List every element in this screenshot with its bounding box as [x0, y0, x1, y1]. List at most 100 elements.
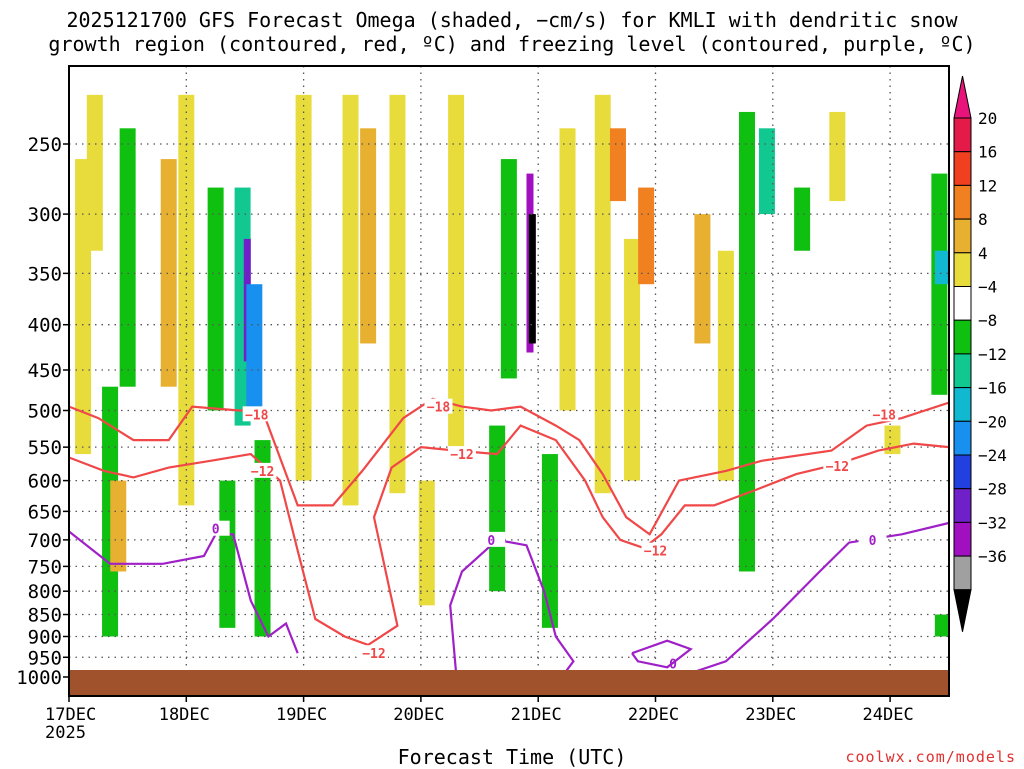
colorbar-bottom-arrow — [953, 589, 972, 632]
colorbar-swatch — [953, 319, 972, 355]
colorbar-label: 12 — [978, 176, 997, 195]
y-tick-label: 950 — [28, 647, 62, 669]
omega-cell — [934, 250, 949, 285]
omega-cell — [389, 94, 406, 494]
colorbar-label: −28 — [978, 480, 1007, 499]
contour-label: −12 — [450, 448, 473, 463]
contour-label-bg — [870, 406, 899, 422]
x-tick-label: 20DEC — [393, 705, 444, 725]
y-tick-label: 550 — [28, 437, 62, 459]
x-year-label: 2025 — [45, 723, 86, 743]
colorbar-swatch — [953, 117, 972, 153]
colorbar-swatch — [953, 387, 972, 422]
credit-link[interactable]: coolwx.com/models — [845, 748, 1016, 766]
colorbar-swatch — [953, 286, 972, 321]
contour-label-bg — [424, 398, 453, 414]
omega-cell — [219, 480, 236, 628]
colorbar-swatch — [953, 555, 972, 591]
omega-cell — [694, 214, 711, 344]
omega-cell — [246, 284, 263, 411]
contour-label-bg — [242, 406, 271, 422]
contour-label: 0 — [487, 534, 495, 549]
omega-cell — [489, 425, 506, 592]
x-tick-label: 17DEC — [45, 705, 96, 725]
contour-label: 0 — [212, 523, 220, 538]
chart-title-line2: growth region (contoured, red, ºC) and f… — [48, 32, 976, 56]
contour-label: −12 — [362, 647, 385, 662]
colorbar-swatch — [953, 184, 972, 220]
omega-cell — [500, 159, 517, 379]
colorbar-label: −16 — [978, 379, 1007, 398]
y-tick-label: 600 — [28, 471, 62, 493]
colorbar-label: 4 — [978, 244, 988, 263]
colorbar-swatch — [953, 454, 972, 490]
x-axis-label: Forecast Time (UTC) — [397, 745, 627, 769]
contour-label-bg — [248, 462, 277, 478]
y-tick-label: 250 — [28, 134, 62, 156]
omega-cell — [110, 480, 127, 572]
contour-label-bg — [359, 645, 388, 661]
contour-label: 0 — [669, 657, 677, 672]
omega-cell — [638, 187, 655, 285]
x-tick-label: 24DEC — [863, 705, 914, 725]
y-tick-label: 300 — [28, 204, 62, 226]
colorbar-swatch — [953, 151, 972, 186]
y-tick-label: 850 — [28, 605, 62, 627]
omega-cell — [594, 94, 611, 494]
colorbar-label: −12 — [978, 345, 1007, 364]
omega-cell — [934, 614, 949, 637]
y-tick-label: 700 — [28, 530, 62, 552]
y-tick-label: 750 — [28, 556, 62, 578]
omega-cell — [717, 250, 734, 481]
chart-title-line1: 2025121700 GFS Forecast Omega (shaded, −… — [66, 8, 958, 32]
contour-line — [678, 521, 949, 679]
omega-cell — [559, 128, 576, 411]
contour-label-bg — [823, 458, 852, 474]
contour-label: −18 — [245, 408, 269, 423]
colorbar-label: −32 — [978, 513, 1007, 532]
omega-cell — [794, 187, 811, 251]
contour-line — [69, 397, 949, 536]
colorbar-swatch — [953, 488, 972, 523]
contour-label-bg — [858, 531, 887, 547]
colorbar-label: 16 — [978, 143, 997, 162]
contour-label-bg — [641, 542, 670, 558]
colorbar-swatch — [953, 252, 972, 288]
omega-cell — [342, 94, 359, 506]
omega-cell — [609, 128, 626, 202]
y-tick-label: 650 — [28, 501, 62, 523]
colorbar-swatch — [953, 420, 972, 456]
y-tick-label: 900 — [28, 626, 62, 648]
omega-cell — [738, 111, 755, 572]
omega-cell — [448, 94, 465, 455]
plot-frame — [68, 65, 950, 697]
y-tick-label: 1000 — [16, 667, 62, 689]
omega-cell — [360, 128, 377, 344]
colorbar-label: 8 — [978, 210, 988, 229]
contour-label: −18 — [872, 408, 896, 423]
colorbar-label: 20 — [978, 109, 997, 128]
colorbar-label: −4 — [978, 278, 997, 297]
omega-cell — [86, 94, 103, 251]
contour-line — [69, 424, 949, 647]
x-tick-label: 23DEC — [745, 705, 796, 725]
omega-cell — [254, 440, 271, 637]
omega-cell — [207, 187, 224, 411]
omega-cell — [541, 454, 558, 628]
x-tick-label: 19DEC — [276, 705, 327, 725]
y-tick-label: 400 — [28, 315, 62, 337]
colorbar-swatch — [953, 521, 972, 557]
colorbar-label: −36 — [978, 547, 1007, 566]
x-tick-label: 18DEC — [159, 705, 210, 725]
contour-line — [631, 639, 693, 669]
colorbar-label: −8 — [978, 311, 997, 330]
contour-label: −12 — [251, 465, 274, 480]
y-tick-label: 350 — [28, 263, 62, 285]
y-tick-label: 450 — [28, 360, 62, 382]
colorbar-swatch — [953, 353, 972, 389]
contour-label: −12 — [826, 460, 849, 475]
colorbar-swatch — [953, 218, 972, 254]
x-tick-label: 21DEC — [511, 705, 562, 725]
omega-cell — [102, 386, 119, 637]
